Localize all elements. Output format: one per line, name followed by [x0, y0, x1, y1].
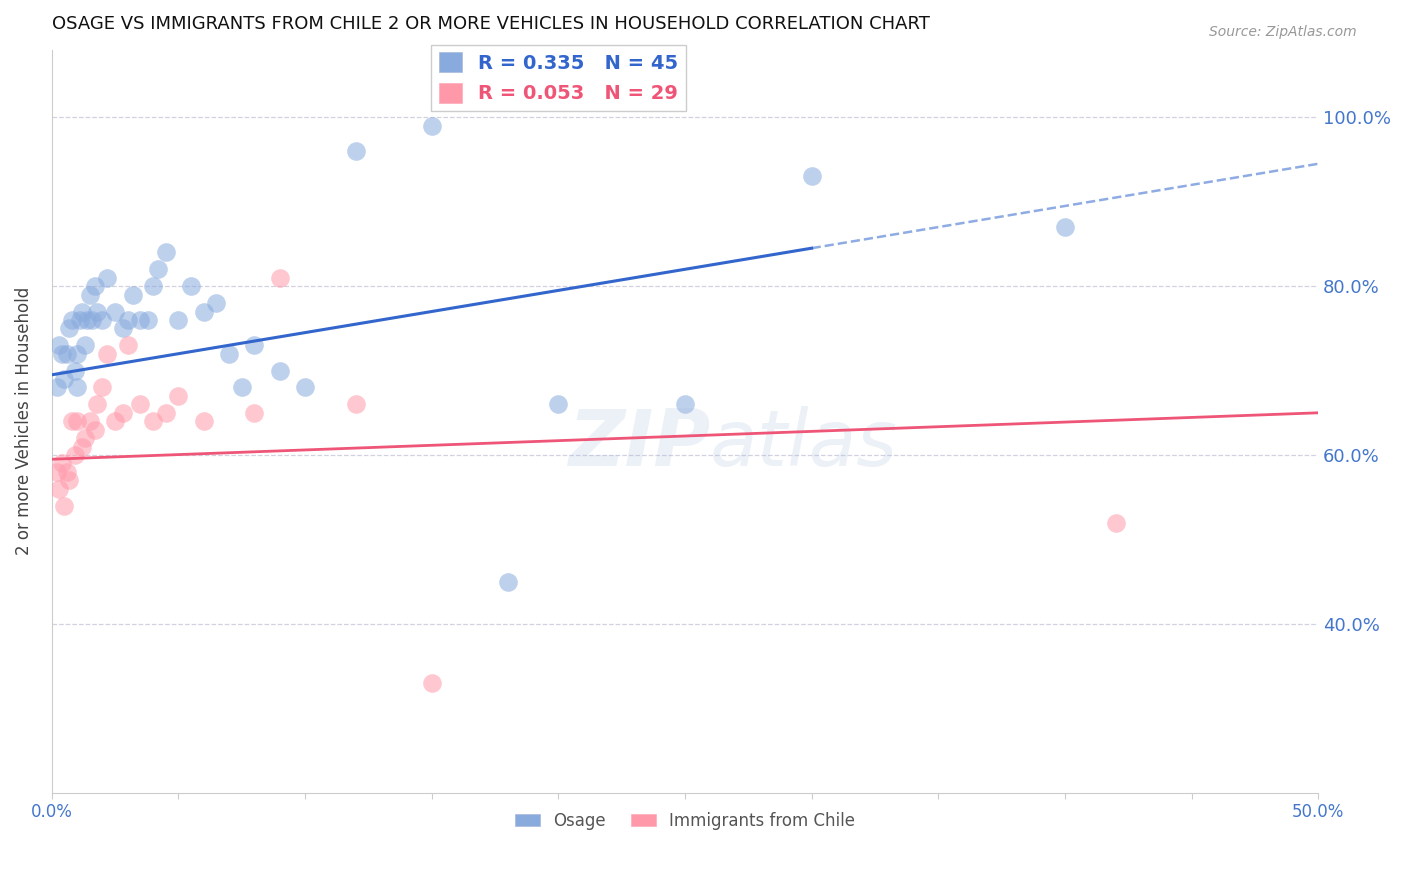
Legend: Osage, Immigrants from Chile: Osage, Immigrants from Chile — [508, 805, 862, 837]
Point — [91, 380, 114, 394]
Point — [53, 499, 76, 513]
Point — [111, 406, 134, 420]
Point — [60, 313, 83, 327]
Point — [142, 414, 165, 428]
Point — [294, 380, 316, 394]
Point — [1104, 516, 1126, 530]
Text: OSAGE VS IMMIGRANTS FROM CHILE 2 OR MORE VEHICLES IN HOUSEHOLD CORRELATION CHART: OSAGE VS IMMIGRANTS FROM CHILE 2 OR MORE… — [52, 15, 929, 33]
Point — [344, 397, 367, 411]
Point — [117, 313, 139, 327]
Point — [167, 313, 190, 327]
Point — [96, 270, 118, 285]
Point — [420, 119, 443, 133]
Point — [66, 380, 89, 394]
Point — [58, 473, 80, 487]
Point — [73, 338, 96, 352]
Point — [76, 313, 98, 327]
Point — [48, 482, 70, 496]
Point — [496, 574, 519, 589]
Text: ZIP: ZIP — [568, 406, 710, 482]
Point — [121, 287, 143, 301]
Point — [205, 296, 228, 310]
Point — [82, 313, 104, 327]
Y-axis label: 2 or more Vehicles in Household: 2 or more Vehicles in Household — [15, 287, 32, 556]
Point — [269, 270, 291, 285]
Point — [104, 304, 127, 318]
Point — [66, 347, 89, 361]
Point — [420, 676, 443, 690]
Point — [96, 347, 118, 361]
Point — [63, 363, 86, 377]
Text: Source: ZipAtlas.com: Source: ZipAtlas.com — [1209, 25, 1357, 39]
Point — [111, 321, 134, 335]
Point — [86, 397, 108, 411]
Point — [45, 380, 67, 394]
Point — [69, 313, 91, 327]
Point — [63, 448, 86, 462]
Point — [136, 313, 159, 327]
Point — [218, 347, 240, 361]
Point — [56, 347, 79, 361]
Point — [70, 440, 93, 454]
Point — [344, 144, 367, 158]
Point — [73, 431, 96, 445]
Point — [800, 169, 823, 184]
Point — [155, 406, 177, 420]
Point — [243, 338, 266, 352]
Point — [193, 304, 215, 318]
Point — [231, 380, 253, 394]
Point — [51, 347, 73, 361]
Point — [83, 423, 105, 437]
Point — [60, 414, 83, 428]
Point — [547, 397, 569, 411]
Text: atlas: atlas — [710, 406, 898, 482]
Point — [142, 279, 165, 293]
Point — [91, 313, 114, 327]
Point — [146, 262, 169, 277]
Point — [56, 465, 79, 479]
Point — [48, 338, 70, 352]
Point — [86, 304, 108, 318]
Point — [180, 279, 202, 293]
Point — [104, 414, 127, 428]
Point — [1053, 220, 1076, 235]
Point — [243, 406, 266, 420]
Point — [58, 321, 80, 335]
Point — [193, 414, 215, 428]
Point — [79, 414, 101, 428]
Point — [66, 414, 89, 428]
Point — [79, 287, 101, 301]
Point — [155, 245, 177, 260]
Point — [45, 465, 67, 479]
Point — [53, 372, 76, 386]
Point — [129, 397, 152, 411]
Point — [117, 338, 139, 352]
Point — [83, 279, 105, 293]
Point — [673, 397, 696, 411]
Point — [129, 313, 152, 327]
Point — [269, 363, 291, 377]
Point — [51, 457, 73, 471]
Point — [167, 389, 190, 403]
Point — [70, 304, 93, 318]
